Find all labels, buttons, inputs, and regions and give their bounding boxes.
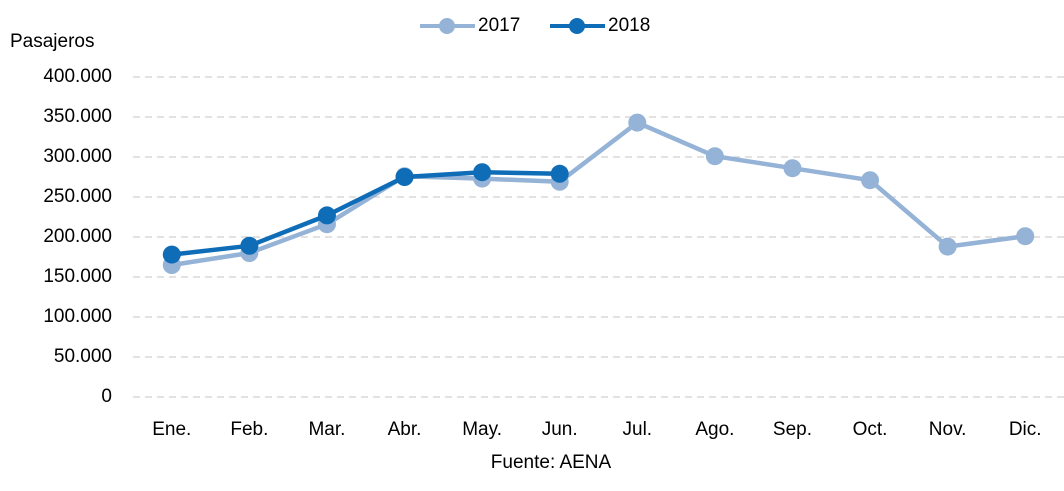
point <box>1016 227 1035 246</box>
point <box>162 245 181 264</box>
point <box>861 171 880 190</box>
y-tick-label: 0 <box>101 386 112 407</box>
x-tick-label: Abr. <box>388 419 422 440</box>
x-tick-label: Sep. <box>773 419 812 440</box>
series-line <box>171 169 560 257</box>
y-tick-label: 250.000 <box>43 186 112 207</box>
legend-marker <box>569 18 585 34</box>
x-tick-label: Oct. <box>853 419 888 440</box>
series-line <box>171 120 1026 268</box>
x-tick-label: Feb. <box>230 419 268 440</box>
x-tick-label: Ago. <box>695 419 734 440</box>
y-tick-label: 350.000 <box>43 106 112 127</box>
x-tick-label: Jul. <box>623 419 653 440</box>
point <box>395 168 414 186</box>
y-tick-label: 400.000 <box>43 66 112 87</box>
point <box>628 113 647 132</box>
point <box>317 206 336 225</box>
x-tick-label: Nov. <box>929 419 967 440</box>
x-tick-label: Jun. <box>542 419 578 440</box>
x-tick-label: Mar. <box>308 419 345 440</box>
point <box>705 147 724 166</box>
point <box>783 159 802 178</box>
point <box>550 164 569 183</box>
y-tick-label: 300.000 <box>43 146 112 167</box>
x-tick-label: Dic. <box>1009 419 1042 440</box>
x-tick-label: May. <box>462 419 502 440</box>
y-tick-label: 200.000 <box>43 226 112 247</box>
point <box>240 236 259 255</box>
point <box>473 163 492 182</box>
y-axis-label: Pasajeros <box>10 31 95 52</box>
y-tick-label: 100.000 <box>43 306 112 327</box>
legend-label: 2018 <box>608 15 650 36</box>
y-tick-label: 50.000 <box>54 346 112 367</box>
legend-label: 2017 <box>478 15 520 36</box>
x-tick-label: Ene. <box>152 419 191 440</box>
point <box>938 237 957 256</box>
source-note: Fuente: AENA <box>491 452 612 473</box>
y-tick-label: 150.000 <box>43 266 112 287</box>
legend-marker <box>439 18 455 34</box>
